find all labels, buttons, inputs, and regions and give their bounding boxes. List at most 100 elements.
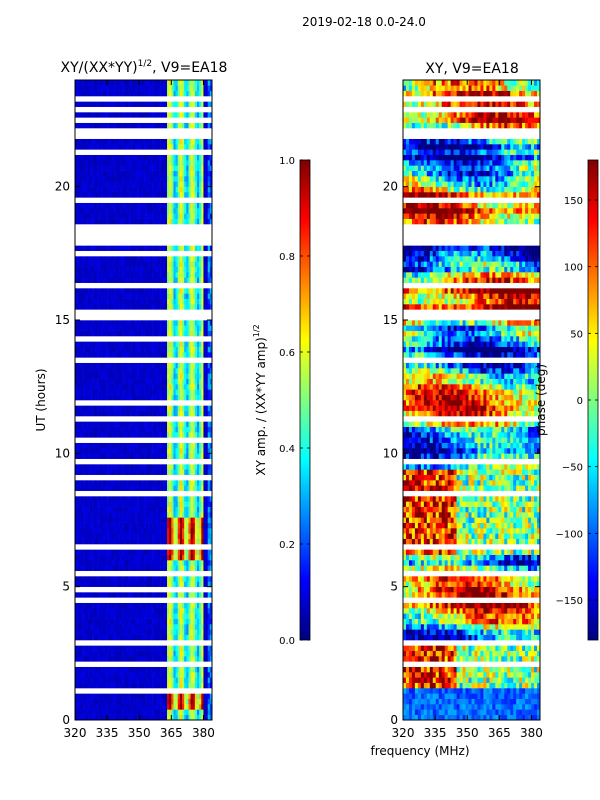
amp-heatmap-cell (175, 506, 179, 513)
amp-heatmap-cell (94, 704, 97, 710)
amp-heatmap-cell (122, 453, 125, 459)
amp-heatmap-cell (188, 629, 191, 635)
amp-heatmap-cell (194, 442, 198, 449)
amp-heatmap-cell (209, 538, 213, 545)
amp-heatmap-cell (209, 704, 213, 710)
amp-heatmap-cell (197, 634, 200, 641)
amp-heatmap-cell (83, 613, 86, 619)
amp-heatmap-cell (201, 501, 204, 507)
amp-heatmap-cell (92, 437, 95, 443)
amp-heatmap-cell (209, 672, 213, 678)
amp-heatmap-cell (130, 698, 134, 705)
amp-heatmap-cell (119, 432, 123, 438)
amp-heatmap-cell (126, 320, 129, 326)
amp-heatmap-cell (141, 624, 144, 630)
amp-heatmap-cell (132, 672, 136, 678)
amp-heatmap-cell (145, 352, 149, 358)
amp-heatmap-cell (192, 304, 196, 310)
amp-heatmap-cell (154, 688, 157, 694)
amp-heatmap-cell (199, 522, 202, 529)
amp-heatmap-cell (203, 661, 206, 667)
amp-heatmap-cell (171, 597, 174, 603)
amp-heatmap-cell (130, 608, 134, 614)
amp-heatmap-cell (89, 581, 93, 587)
amp-heatmap-cell (201, 554, 204, 561)
amp-heatmap-cell (209, 352, 213, 358)
amp-heatmap-cell (107, 421, 110, 427)
amp-heatmap-cell (119, 389, 123, 395)
amp-heatmap-cell (197, 405, 200, 411)
amp-heatmap-cell (75, 682, 78, 689)
amp-heatmap-cell (197, 554, 200, 561)
amp-heatmap-cell (126, 586, 129, 593)
amp-heatmap-cell (117, 597, 121, 603)
amp-heatmap-cell (192, 586, 196, 593)
amp-heatmap-cell (209, 613, 213, 619)
amp-heatmap-cell (186, 560, 189, 566)
amp-heatmap-cell (137, 682, 140, 689)
amp-heatmap-cell (94, 629, 97, 635)
amp-heatmap-cell (126, 378, 129, 385)
amp-heatmap-cell (92, 410, 95, 417)
amp-heatmap-cell (186, 650, 189, 657)
amp-heatmap-cell (85, 341, 89, 347)
amp-heatmap-cell (149, 394, 153, 401)
amp-heatmap-cell (98, 405, 101, 411)
amp-heatmap-cell (94, 565, 97, 571)
amp-heatmap-cell (132, 704, 136, 710)
amp-heatmap-cell (89, 490, 93, 497)
amp-heatmap-cell (132, 624, 136, 630)
amp-heatmap-cell (201, 522, 204, 529)
amp-heatmap-cell (122, 682, 125, 689)
amplitude-heatmap[interactable] (75, 80, 213, 721)
amp-heatmap-cell (132, 592, 136, 598)
amp-heatmap-cell (190, 506, 194, 513)
amp-heatmap-cell (102, 560, 106, 566)
amp-heatmap-cell (203, 304, 206, 310)
amp-heatmap-cell (111, 666, 114, 673)
amp-heatmap-cell (164, 368, 168, 374)
amp-heatmap-cell (209, 554, 213, 561)
amp-heatmap-cell (209, 432, 213, 438)
amp-heatmap-cell (81, 624, 84, 630)
amp-heatmap-cell (92, 602, 95, 609)
amp-heatmap-cell (164, 586, 168, 593)
amp-heatmap-cell (75, 544, 78, 550)
amp-heatmap-cell (167, 661, 170, 667)
amp-heatmap-cell (113, 560, 116, 566)
amp-heatmap-cell (124, 613, 127, 619)
amp-heatmap-cell (85, 682, 89, 689)
amp-heatmap-cell (130, 661, 134, 667)
amp-heatmap-cell (75, 602, 78, 609)
amp-heatmap-cell (173, 565, 176, 571)
amp-heatmap-cell (111, 677, 114, 683)
amp-heatmap-cell (107, 506, 110, 513)
amp-heatmap-cell (102, 378, 106, 385)
amp-heatmap-cell (94, 330, 97, 337)
amp-heatmap-cell (147, 645, 151, 651)
amp-heatmap-cell (182, 416, 185, 422)
amp-heatmap-cell (117, 522, 121, 529)
amp-heatmap-cell (139, 602, 142, 609)
amp-heatmap-cell (177, 437, 181, 443)
amp-heatmap-cell (192, 416, 196, 422)
amp-heatmap-cell (128, 549, 131, 555)
amp-heatmap-cell (182, 704, 185, 710)
amp-heatmap-cell (122, 533, 125, 539)
amp-heatmap-cell (119, 362, 123, 369)
amp-heatmap-cell (132, 666, 136, 673)
amp-heatmap-cell (160, 341, 164, 347)
amp-heatmap-cell (113, 613, 116, 619)
amp-heatmap-cell (130, 634, 134, 641)
amp-heatmap-cell (137, 533, 140, 539)
amp-heatmap-cell (81, 666, 84, 673)
amp-heatmap-cell (81, 592, 84, 598)
amp-heatmap-cell (83, 512, 86, 518)
amp-heatmap-cell (173, 432, 176, 438)
amp-heatmap-cell (104, 490, 108, 497)
amp-heatmap-cell (115, 325, 119, 331)
amp-heatmap-cell (154, 506, 157, 513)
amp-heatmap-cell (173, 682, 176, 689)
amp-heatmap-cell (128, 570, 131, 577)
amp-heatmap-cell (209, 416, 213, 422)
